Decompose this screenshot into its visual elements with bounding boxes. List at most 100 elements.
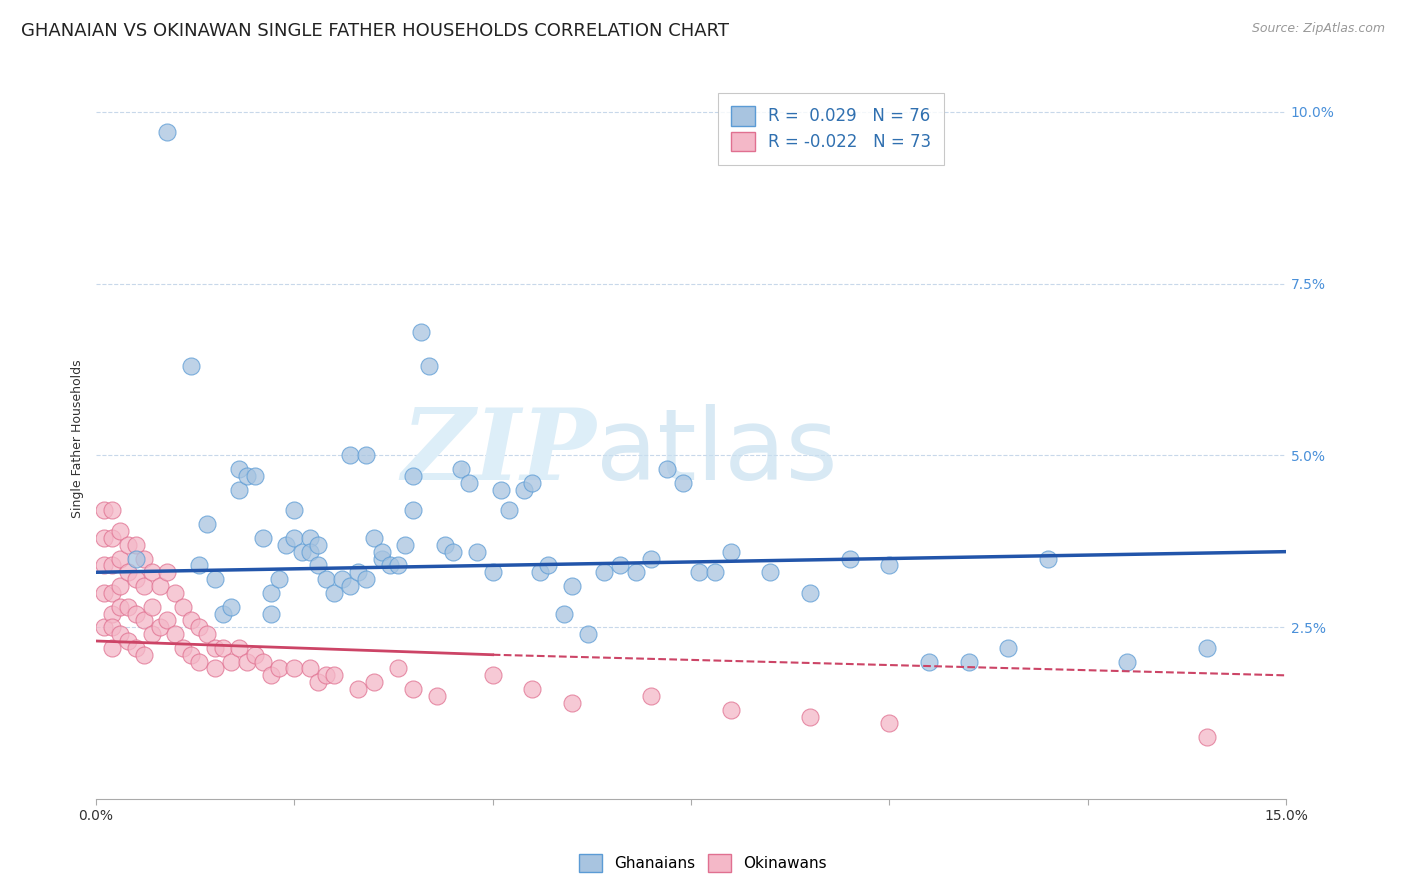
Y-axis label: Single Father Households: Single Father Households (72, 359, 84, 517)
Point (441, 544, 464, 558)
Point (498, 503, 520, 517)
Point (402, 469, 425, 483)
Point (458, 475, 481, 490)
Point (267, 572, 290, 586)
Point (117, 566, 139, 580)
Point (291, 544, 314, 558)
Point (101, 503, 124, 517)
Point (267, 661, 290, 675)
Point (93, 586, 115, 600)
Point (957, 655, 980, 669)
Point (101, 607, 124, 621)
Point (481, 566, 503, 580)
Point (236, 469, 259, 483)
Point (108, 627, 131, 641)
Point (165, 586, 187, 600)
Point (101, 586, 124, 600)
Point (537, 558, 560, 573)
Point (125, 607, 148, 621)
Point (918, 655, 941, 669)
Point (323, 668, 346, 682)
Point (101, 620, 124, 634)
Point (93, 531, 115, 545)
Point (180, 359, 202, 373)
Point (522, 475, 544, 490)
Point (283, 531, 305, 545)
Point (434, 538, 457, 552)
Point (188, 558, 211, 573)
Point (101, 558, 124, 573)
Point (838, 551, 860, 566)
Point (561, 579, 583, 593)
Point (101, 531, 124, 545)
Point (347, 566, 370, 580)
Point (879, 716, 901, 731)
Point (125, 640, 148, 655)
Point (418, 359, 440, 373)
Point (1195, 640, 1218, 655)
Point (172, 640, 194, 655)
Point (354, 449, 377, 463)
Point (132, 579, 155, 593)
Point (307, 558, 329, 573)
Point (132, 648, 155, 662)
Point (657, 462, 679, 476)
Point (117, 538, 139, 552)
Point (259, 607, 281, 621)
Point (720, 703, 742, 717)
Point (688, 566, 710, 580)
Point (108, 551, 131, 566)
Point (195, 517, 218, 532)
Point (252, 655, 274, 669)
Point (307, 675, 329, 690)
Point (228, 640, 250, 655)
Legend: Ghanaians, Okinawans: Ghanaians, Okinawans (572, 846, 834, 880)
Point (204, 572, 226, 586)
Point (148, 620, 170, 634)
Point (354, 572, 377, 586)
Point (330, 572, 353, 586)
Point (228, 483, 250, 497)
Point (108, 524, 131, 538)
Point (411, 325, 433, 339)
Point (180, 613, 202, 627)
Point (195, 627, 218, 641)
Point (370, 544, 392, 558)
Point (219, 655, 242, 669)
Point (315, 572, 337, 586)
Point (799, 586, 821, 600)
Point (363, 675, 385, 690)
Point (132, 613, 155, 627)
Point (672, 475, 695, 490)
Point (307, 538, 329, 552)
Point (323, 586, 346, 600)
Point (387, 558, 409, 573)
Point (299, 661, 322, 675)
Point (276, 538, 298, 552)
Point (132, 551, 155, 566)
Point (283, 661, 305, 675)
Point (101, 640, 124, 655)
Point (624, 566, 647, 580)
Point (640, 689, 662, 703)
Point (1036, 551, 1059, 566)
Point (640, 551, 662, 566)
Point (450, 462, 472, 476)
Point (259, 586, 281, 600)
Point (426, 689, 449, 703)
Point (879, 558, 901, 573)
Point (283, 503, 305, 517)
Point (1116, 655, 1139, 669)
Point (108, 579, 131, 593)
Point (125, 538, 148, 552)
Point (243, 469, 266, 483)
Point (339, 579, 361, 593)
Point (141, 627, 163, 641)
Text: atlas: atlas (596, 404, 838, 501)
Point (299, 544, 322, 558)
Text: ZIP: ZIP (401, 404, 596, 501)
Point (204, 661, 226, 675)
Text: Source: ZipAtlas.com: Source: ZipAtlas.com (1251, 22, 1385, 36)
Point (156, 613, 179, 627)
Point (148, 579, 170, 593)
